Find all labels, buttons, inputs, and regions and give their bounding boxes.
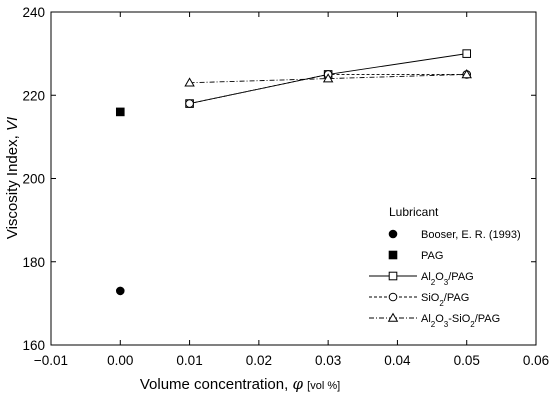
axis-ticks: −0.01 0.00 0.01 0.02 0.03 0.04 0.05 0.06 160 180 2…: [22, 5, 549, 368]
legend-entry: PAG: [388, 250, 443, 262]
y-tick-label: 180: [22, 255, 45, 270]
y-tick-label: 240: [22, 5, 45, 20]
x-tick-label: 0.01: [176, 353, 202, 368]
y-tick-label: 160: [22, 338, 45, 353]
x-axis-title: Volume concentration, φ [vol %]: [140, 375, 340, 393]
series-3-point: [185, 99, 194, 108]
legend-marker: [388, 250, 398, 260]
legend-label: Al2O3/PAG: [421, 271, 474, 287]
x-tick-label: 0.06: [523, 353, 549, 368]
legend-marker: [388, 271, 398, 281]
series-1-point: [115, 107, 125, 117]
legend-title: Lubricant: [389, 205, 439, 219]
legend-marker: [388, 292, 398, 302]
legend-marker: [388, 229, 398, 239]
y-tick-label: 220: [22, 88, 45, 103]
x-tick-label: −0.01: [34, 353, 68, 368]
legend-label: PAG: [421, 250, 443, 262]
series-4-line: [189, 73, 467, 84]
series-4-point: [184, 77, 195, 87]
legend-entry: Booser, E. R. (1993): [388, 229, 521, 241]
legend-label: Booser, E. R. (1993): [421, 229, 521, 241]
legend-label: Al2O3-SiO2/PAG: [421, 313, 500, 329]
x-tick-label: 0.02: [246, 353, 272, 368]
y-tick-label: 200: [22, 172, 45, 187]
x-axis-symbol: φ: [292, 375, 303, 393]
legend-entry: SiO2/PAG: [369, 292, 469, 308]
x-axis-title-text: Volume concentration,: [140, 376, 288, 393]
legend-label: SiO2/PAG: [421, 292, 469, 308]
legend: Lubricant Booser, E. R. (1993) PAG Al2O3/P…: [369, 205, 521, 329]
legend-entry: Al2O3/PAG: [369, 271, 474, 287]
legend-entries: Booser, E. R. (1993) PAG Al2O3/PAG SiO2/PAG…: [369, 229, 521, 329]
x-tick-label: 0.00: [107, 353, 133, 368]
y-axis-symbol: VI: [4, 117, 21, 131]
y-axis-title-text: Viscosity Index,: [4, 135, 21, 239]
series-4-point: [461, 69, 472, 79]
x-tick-label: 0.05: [454, 353, 480, 368]
y-axis-title: Viscosity Index, VI: [4, 117, 21, 239]
x-axis-unit: [vol %]: [307, 380, 340, 392]
series-markers: [115, 49, 472, 296]
legend-entry: Al2O3-SiO2/PAG: [369, 312, 500, 329]
series-layer: [115, 49, 472, 296]
x-tick-label: 0.03: [315, 353, 341, 368]
series-4-point: [322, 73, 334, 83]
x-tick-label: 0.04: [384, 353, 411, 368]
series-0-point: [115, 286, 125, 296]
legend-marker: [387, 312, 399, 322]
series-2-point: [462, 49, 472, 58]
